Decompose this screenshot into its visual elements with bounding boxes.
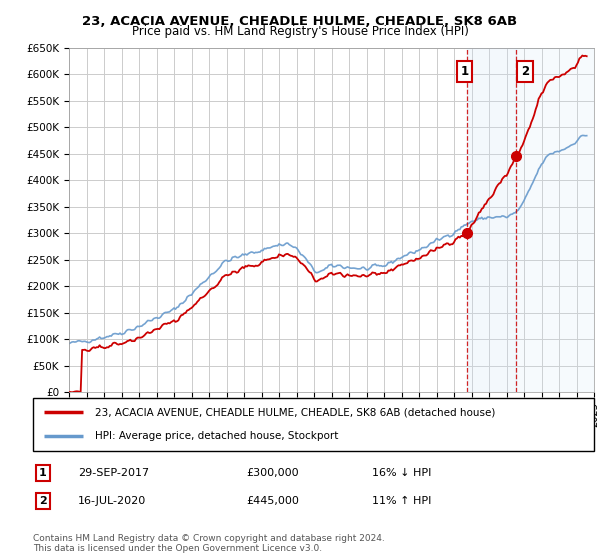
Text: 16% ↓ HPI: 16% ↓ HPI <box>372 468 431 478</box>
FancyBboxPatch shape <box>33 398 594 451</box>
Text: HPI: Average price, detached house, Stockport: HPI: Average price, detached house, Stoc… <box>95 431 338 441</box>
Text: 2: 2 <box>39 496 47 506</box>
Bar <box>516 48 594 392</box>
Text: 2: 2 <box>521 65 529 78</box>
Text: 16-JUL-2020: 16-JUL-2020 <box>78 496 146 506</box>
Text: 11% ↑ HPI: 11% ↑ HPI <box>372 496 431 506</box>
Text: £445,000: £445,000 <box>246 496 299 506</box>
Text: Price paid vs. HM Land Registry's House Price Index (HPI): Price paid vs. HM Land Registry's House … <box>131 25 469 38</box>
Text: 29-SEP-2017: 29-SEP-2017 <box>78 468 149 478</box>
Text: 1: 1 <box>460 65 469 78</box>
Text: 23, ACACIA AVENUE, CHEADLE HULME, CHEADLE, SK8 6AB (detached house): 23, ACACIA AVENUE, CHEADLE HULME, CHEADL… <box>95 408 495 418</box>
Text: 1: 1 <box>39 468 47 478</box>
Text: £300,000: £300,000 <box>246 468 299 478</box>
Text: Contains HM Land Registry data © Crown copyright and database right 2024.
This d: Contains HM Land Registry data © Crown c… <box>33 534 385 553</box>
Text: 23, ACACIA AVENUE, CHEADLE HULME, CHEADLE, SK8 6AB: 23, ACACIA AVENUE, CHEADLE HULME, CHEADL… <box>82 15 518 27</box>
Bar <box>467 48 516 392</box>
